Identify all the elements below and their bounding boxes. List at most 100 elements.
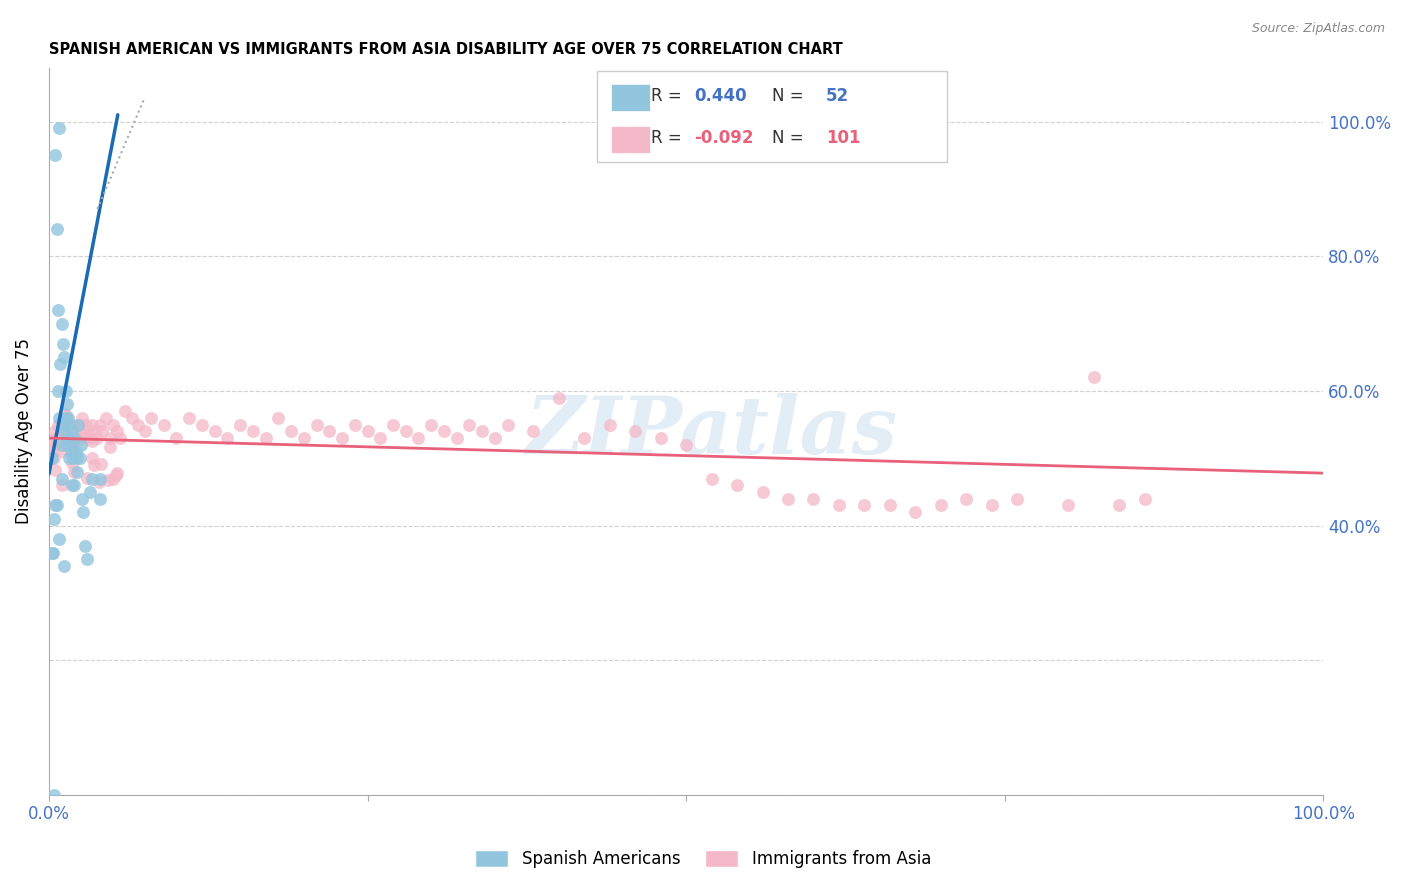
Point [776,491,799,506]
Point [45,499,67,513]
Point [624,425,647,439]
Point [69,451,91,466]
Point [42,434,65,448]
Point [42,545,65,559]
Text: SPANISH AMERICAN VS IMMIGRANTS FROM ASIA DISABILITY AGE OVER 75 CORRELATION CHAR: SPANISH AMERICAN VS IMMIGRANTS FROM ASIA… [49,42,842,57]
Point [48,438,70,452]
Point [63,465,86,479]
Point [420,417,443,432]
Point [572,431,595,445]
Text: N =: N = [772,87,804,105]
Point [48,532,70,546]
Point [82,471,104,485]
Point [53,425,76,439]
Point [318,425,340,439]
Point [60,478,83,492]
Point [62,438,84,452]
Point [134,425,156,439]
Text: 52: 52 [827,87,849,105]
Point [48,121,70,136]
Point [66,431,89,445]
Point [41,451,63,466]
Point [675,438,697,452]
Point [121,410,143,425]
Point [254,431,277,445]
Point [56,397,79,411]
Point [650,431,672,445]
Point [63,431,86,445]
Point [72,425,94,439]
Text: Source: ZipAtlas.com: Source: ZipAtlas.com [1251,22,1385,36]
Point [41,444,63,458]
Point [725,478,748,492]
Point [55,408,77,422]
Point [496,417,519,432]
Point [165,431,187,445]
Point [59,431,82,445]
Text: 101: 101 [827,128,860,146]
Point [433,425,456,439]
Point [79,431,101,445]
Text: R =: R = [651,87,682,105]
Point [52,336,75,351]
Point [51,317,73,331]
Point [955,491,977,506]
Point [73,539,96,553]
Point [58,451,80,466]
Point [1108,499,1130,513]
Point [58,417,80,432]
Point [89,471,111,485]
Text: -0.092: -0.092 [695,128,754,146]
Point [700,471,723,485]
Point [51,438,73,452]
Point [59,438,82,452]
Point [44,425,66,439]
Text: N =: N = [772,128,804,146]
FancyBboxPatch shape [610,84,650,112]
Text: 0.440: 0.440 [695,87,747,105]
Point [66,465,89,479]
Point [72,505,94,519]
Point [73,431,96,445]
Point [395,425,418,439]
Point [471,425,494,439]
Point [217,431,239,445]
Point [446,431,468,445]
Point [56,425,79,439]
Point [204,425,226,439]
Text: ZIPatlas: ZIPatlas [526,392,897,470]
Point [69,427,91,442]
Point [44,463,66,477]
Point [56,438,79,452]
Point [110,431,132,445]
Point [51,420,73,434]
Point [60,444,83,458]
Point [52,418,75,433]
Point [101,471,124,485]
Point [55,410,77,425]
Point [51,478,73,492]
Point [280,425,302,439]
Point [305,417,328,432]
Point [42,512,65,526]
Point [904,505,927,519]
Point [382,417,405,432]
Point [191,417,214,432]
Point [60,445,83,459]
Point [53,351,76,365]
Y-axis label: Disability Age Over 75: Disability Age Over 75 [15,338,32,524]
Point [242,425,264,439]
Point [76,471,98,485]
Point [69,431,91,445]
Point [83,458,105,472]
Point [52,407,75,421]
Point [79,485,101,500]
Point [45,431,67,445]
Point [60,417,83,432]
Point [49,431,72,445]
Point [76,425,98,439]
Point [67,425,90,439]
Point [56,438,79,452]
Point [58,425,80,439]
Point [55,431,77,445]
